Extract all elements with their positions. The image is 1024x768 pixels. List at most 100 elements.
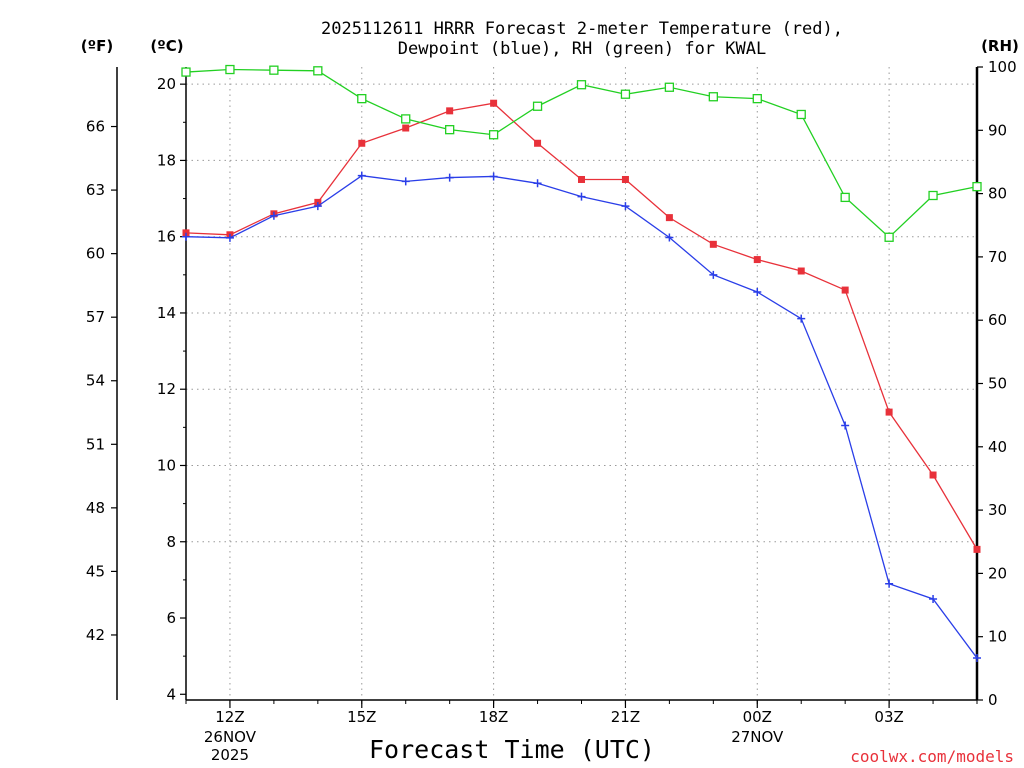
fahrenheit-unit-label: (ºF) xyxy=(81,37,113,55)
x-date-label: 26NOV xyxy=(204,728,257,746)
dewpoint-point xyxy=(709,270,718,279)
rh-point xyxy=(884,232,894,242)
rh-point xyxy=(972,181,982,192)
fahrenheit-tick-label: 45 xyxy=(86,562,105,580)
source-credit: coolwx.com/models xyxy=(850,747,1014,766)
celsius-tick-label: 18 xyxy=(157,151,176,169)
rh-tick-label: 80 xyxy=(988,185,1007,203)
rh-point xyxy=(181,67,191,77)
gridlines xyxy=(186,67,977,700)
dewpoint-point xyxy=(797,314,806,323)
data-series xyxy=(181,64,982,663)
rh-point xyxy=(708,92,718,102)
dewpoint-point xyxy=(753,287,762,296)
celsius-unit-label: (ºC) xyxy=(150,37,183,55)
rh-unit-label: (RH) xyxy=(981,37,1019,55)
temperature-point xyxy=(621,175,629,183)
temperature-point xyxy=(709,240,717,248)
temperature-point xyxy=(973,545,981,553)
dewpoint-point xyxy=(225,233,234,242)
celsius-tick-label: 10 xyxy=(157,456,176,474)
dewpoint-point xyxy=(533,179,542,188)
rh-point xyxy=(620,89,631,99)
fahrenheit-tick-label: 60 xyxy=(86,245,105,263)
rh-tick-label: 50 xyxy=(988,375,1007,393)
rh-tick-label: 60 xyxy=(988,311,1007,329)
axes xyxy=(111,66,983,708)
fahrenheit-tick-label: 57 xyxy=(86,308,105,326)
dewpoint-point xyxy=(929,594,938,603)
rh-point xyxy=(664,82,675,92)
rh-point xyxy=(576,80,587,90)
rh-point xyxy=(532,101,543,111)
rh-tick-label: 70 xyxy=(988,248,1007,266)
rh-point xyxy=(401,114,411,124)
dewpoint-point xyxy=(577,192,586,201)
rh-point xyxy=(488,130,499,140)
dewpoint-point xyxy=(182,232,190,241)
rh-point xyxy=(928,190,938,201)
rh-tick-label: 30 xyxy=(988,501,1007,519)
x-tick-label: 21Z xyxy=(611,708,640,726)
temperature-point xyxy=(402,124,410,132)
celsius-tick-label: 6 xyxy=(166,609,176,627)
temperature-point xyxy=(885,408,893,416)
temperature-point xyxy=(841,286,849,294)
x-tick-label: 15Z xyxy=(347,708,376,726)
chart-title-line1: 2025112611 HRRR Forecast 2-meter Tempera… xyxy=(321,19,843,39)
fahrenheit-tick-label: 63 xyxy=(86,181,105,199)
rh-point xyxy=(269,65,279,75)
rh-tick-label: 100 xyxy=(988,58,1017,76)
rh-point xyxy=(752,94,762,104)
temperature-point xyxy=(446,107,454,115)
celsius-tick-label: 16 xyxy=(157,228,176,246)
celsius-tick-label: 12 xyxy=(157,380,176,398)
rh-tick-label: 0 xyxy=(988,691,998,709)
temperature-line xyxy=(185,102,978,550)
temperature-point xyxy=(797,267,805,275)
rh-point xyxy=(840,192,850,203)
temperature-point xyxy=(534,139,542,147)
temperature-point xyxy=(578,175,585,183)
rh-tick-label: 10 xyxy=(988,628,1007,646)
dewpoint-point xyxy=(401,177,410,186)
rh-tick-label: 40 xyxy=(988,438,1007,456)
x-tick-label: 12Z xyxy=(215,708,244,726)
x-tick-label: 03Z xyxy=(874,708,903,726)
dewpoint-point xyxy=(885,579,894,588)
dewpoint-point xyxy=(841,421,850,430)
rh-line xyxy=(185,68,978,239)
rh-point xyxy=(796,109,806,120)
x-tick-label: 00Z xyxy=(743,708,772,726)
rh-point xyxy=(357,94,367,104)
celsius-tick-label: 14 xyxy=(157,304,176,322)
celsius-tick-label: 4 xyxy=(166,685,176,703)
rh-tick-label: 20 xyxy=(988,564,1007,582)
rh-tick-label: 90 xyxy=(988,121,1007,139)
dewpoint-point xyxy=(269,211,278,220)
x-tick-label: 18Z xyxy=(479,708,508,726)
temperature-point xyxy=(490,99,498,107)
fahrenheit-tick-label: 48 xyxy=(86,499,105,517)
dewpoint-point xyxy=(357,171,366,180)
celsius-tick-label: 8 xyxy=(166,533,176,551)
rh-point xyxy=(313,66,323,76)
dewpoint-point xyxy=(665,233,674,242)
chart-title-line2: Dewpoint (blue), RH (green) for KWAL xyxy=(398,39,766,59)
fahrenheit-tick-label: 54 xyxy=(86,372,105,390)
dewpoint-point xyxy=(973,654,981,663)
celsius-tick-label: 20 xyxy=(157,75,176,93)
fahrenheit-tick-label: 51 xyxy=(86,435,105,453)
fahrenheit-tick-label: 42 xyxy=(86,626,105,644)
rh-point xyxy=(225,64,235,75)
dewpoint-point xyxy=(445,173,454,182)
dewpoint-point xyxy=(489,172,498,181)
x-axis-label: Forecast Time (UTC) xyxy=(369,735,655,764)
x-date-label: 2025 xyxy=(211,746,249,764)
fahrenheit-tick-label: 66 xyxy=(86,118,105,136)
dewpoint-point xyxy=(621,202,630,211)
x-date-label: 27NOV xyxy=(731,728,784,746)
temperature-point xyxy=(665,214,673,222)
